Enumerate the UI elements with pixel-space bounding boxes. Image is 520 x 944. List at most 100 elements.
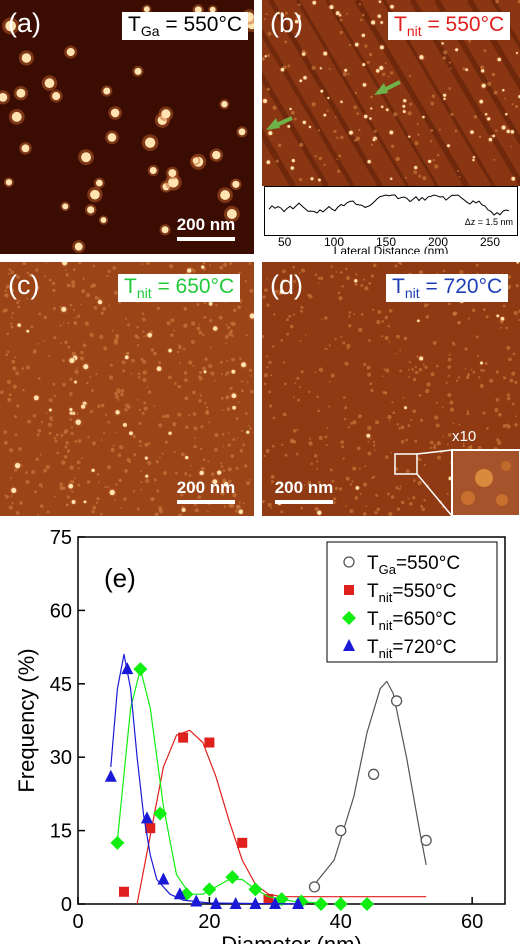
afm-grain — [372, 475, 376, 479]
afm-grain — [419, 418, 424, 422]
data-point — [367, 768, 380, 780]
afm-grain — [344, 361, 349, 366]
afm-dot — [354, 42, 359, 47]
afm-grain — [69, 303, 73, 307]
data-point — [145, 823, 156, 834]
afm-dot — [390, 4, 394, 9]
afm-grain — [220, 373, 223, 376]
afm-grain — [447, 302, 451, 306]
afm-grain — [483, 49, 487, 53]
afm-grain — [334, 486, 339, 490]
afm-grain — [145, 478, 150, 483]
afm-grain — [228, 503, 233, 508]
afm-grain — [425, 388, 430, 394]
afm-dot — [147, 332, 153, 338]
afm-grain — [333, 497, 337, 501]
afm-grain — [274, 289, 279, 294]
afm-grain — [272, 105, 277, 110]
afm-grain — [67, 451, 70, 454]
y-tick-label: 30 — [50, 747, 72, 769]
afm-grain — [242, 443, 246, 447]
afm-dot — [354, 279, 358, 283]
afm-streak — [262, 127, 296, 186]
afm-grain — [387, 414, 392, 420]
afm-grain — [81, 457, 83, 460]
afm-grain — [48, 431, 52, 435]
afm-grain — [411, 368, 414, 371]
afm-grain — [345, 275, 351, 281]
afm-grain — [198, 330, 203, 335]
afm-grain — [170, 318, 175, 323]
afm-grain — [345, 505, 348, 507]
afm-grain — [11, 312, 15, 315]
afm-grain — [49, 416, 54, 421]
afm-grain — [161, 452, 164, 455]
afm-dot — [238, 509, 243, 515]
afm-grain — [354, 282, 358, 286]
afm-grain — [299, 142, 304, 147]
afm-grain — [511, 402, 515, 406]
afm-grain — [100, 439, 103, 441]
afm-grain — [264, 288, 268, 292]
afm-dot — [83, 500, 87, 504]
data-point — [237, 837, 248, 848]
afm-dot — [81, 404, 86, 409]
afm-grain — [318, 435, 323, 441]
afm-grain — [220, 465, 224, 468]
afm-grain — [296, 452, 299, 456]
afm-grain — [125, 317, 128, 320]
afm-dot — [362, 83, 367, 87]
afm-grain — [417, 133, 420, 136]
afm-grain — [514, 422, 518, 427]
afm-grain — [122, 369, 126, 373]
afm-grain — [478, 445, 482, 450]
afm-grain — [4, 289, 8, 293]
afm-grain — [120, 392, 124, 397]
afm-grain — [388, 340, 391, 343]
afm-dot — [515, 51, 519, 55]
afm-dot — [69, 411, 73, 415]
afm-grain — [426, 382, 431, 387]
afm-grain — [292, 265, 296, 269]
afm-grain — [84, 321, 89, 326]
afm-grain — [245, 412, 248, 415]
afm-grain — [446, 443, 449, 446]
afm-grain — [324, 347, 327, 350]
scale-text-d: 200 nm — [274, 478, 334, 497]
afm-grain — [331, 479, 335, 483]
afm-grain — [177, 513, 182, 516]
afm-grain — [224, 373, 227, 376]
afm-grain — [37, 377, 41, 380]
afm-dot — [481, 69, 485, 73]
afm-dot — [487, 117, 491, 121]
afm-grain — [37, 342, 39, 345]
afm-grain — [362, 512, 367, 516]
afm-grain — [381, 320, 385, 323]
afm-grain — [52, 306, 57, 311]
afm-grain — [221, 433, 225, 436]
afm-grain — [202, 333, 205, 337]
afm-dot — [217, 470, 222, 475]
afm-grain — [334, 338, 337, 341]
afm-dot — [212, 479, 218, 485]
afm-grain — [236, 504, 241, 509]
afm-dot — [103, 87, 111, 95]
afm-grain — [328, 68, 331, 71]
afm-grain — [147, 460, 152, 466]
afm-grain — [341, 285, 344, 288]
afm-grain — [358, 3, 362, 6]
afm-grain — [431, 94, 436, 98]
afm-grain — [16, 301, 20, 305]
afm-grain — [232, 492, 237, 498]
afm-grain — [97, 406, 100, 409]
afm-grain — [232, 438, 236, 441]
y-tick-label: 60 — [50, 600, 72, 622]
afm-grain — [143, 401, 147, 405]
afm-grain — [147, 442, 151, 445]
afm-grain — [136, 507, 140, 511]
afm-grain — [408, 74, 412, 78]
afm-grain — [308, 441, 311, 444]
afm-grain — [17, 305, 21, 309]
afm-grain — [487, 81, 492, 87]
afm-grain — [86, 292, 91, 298]
